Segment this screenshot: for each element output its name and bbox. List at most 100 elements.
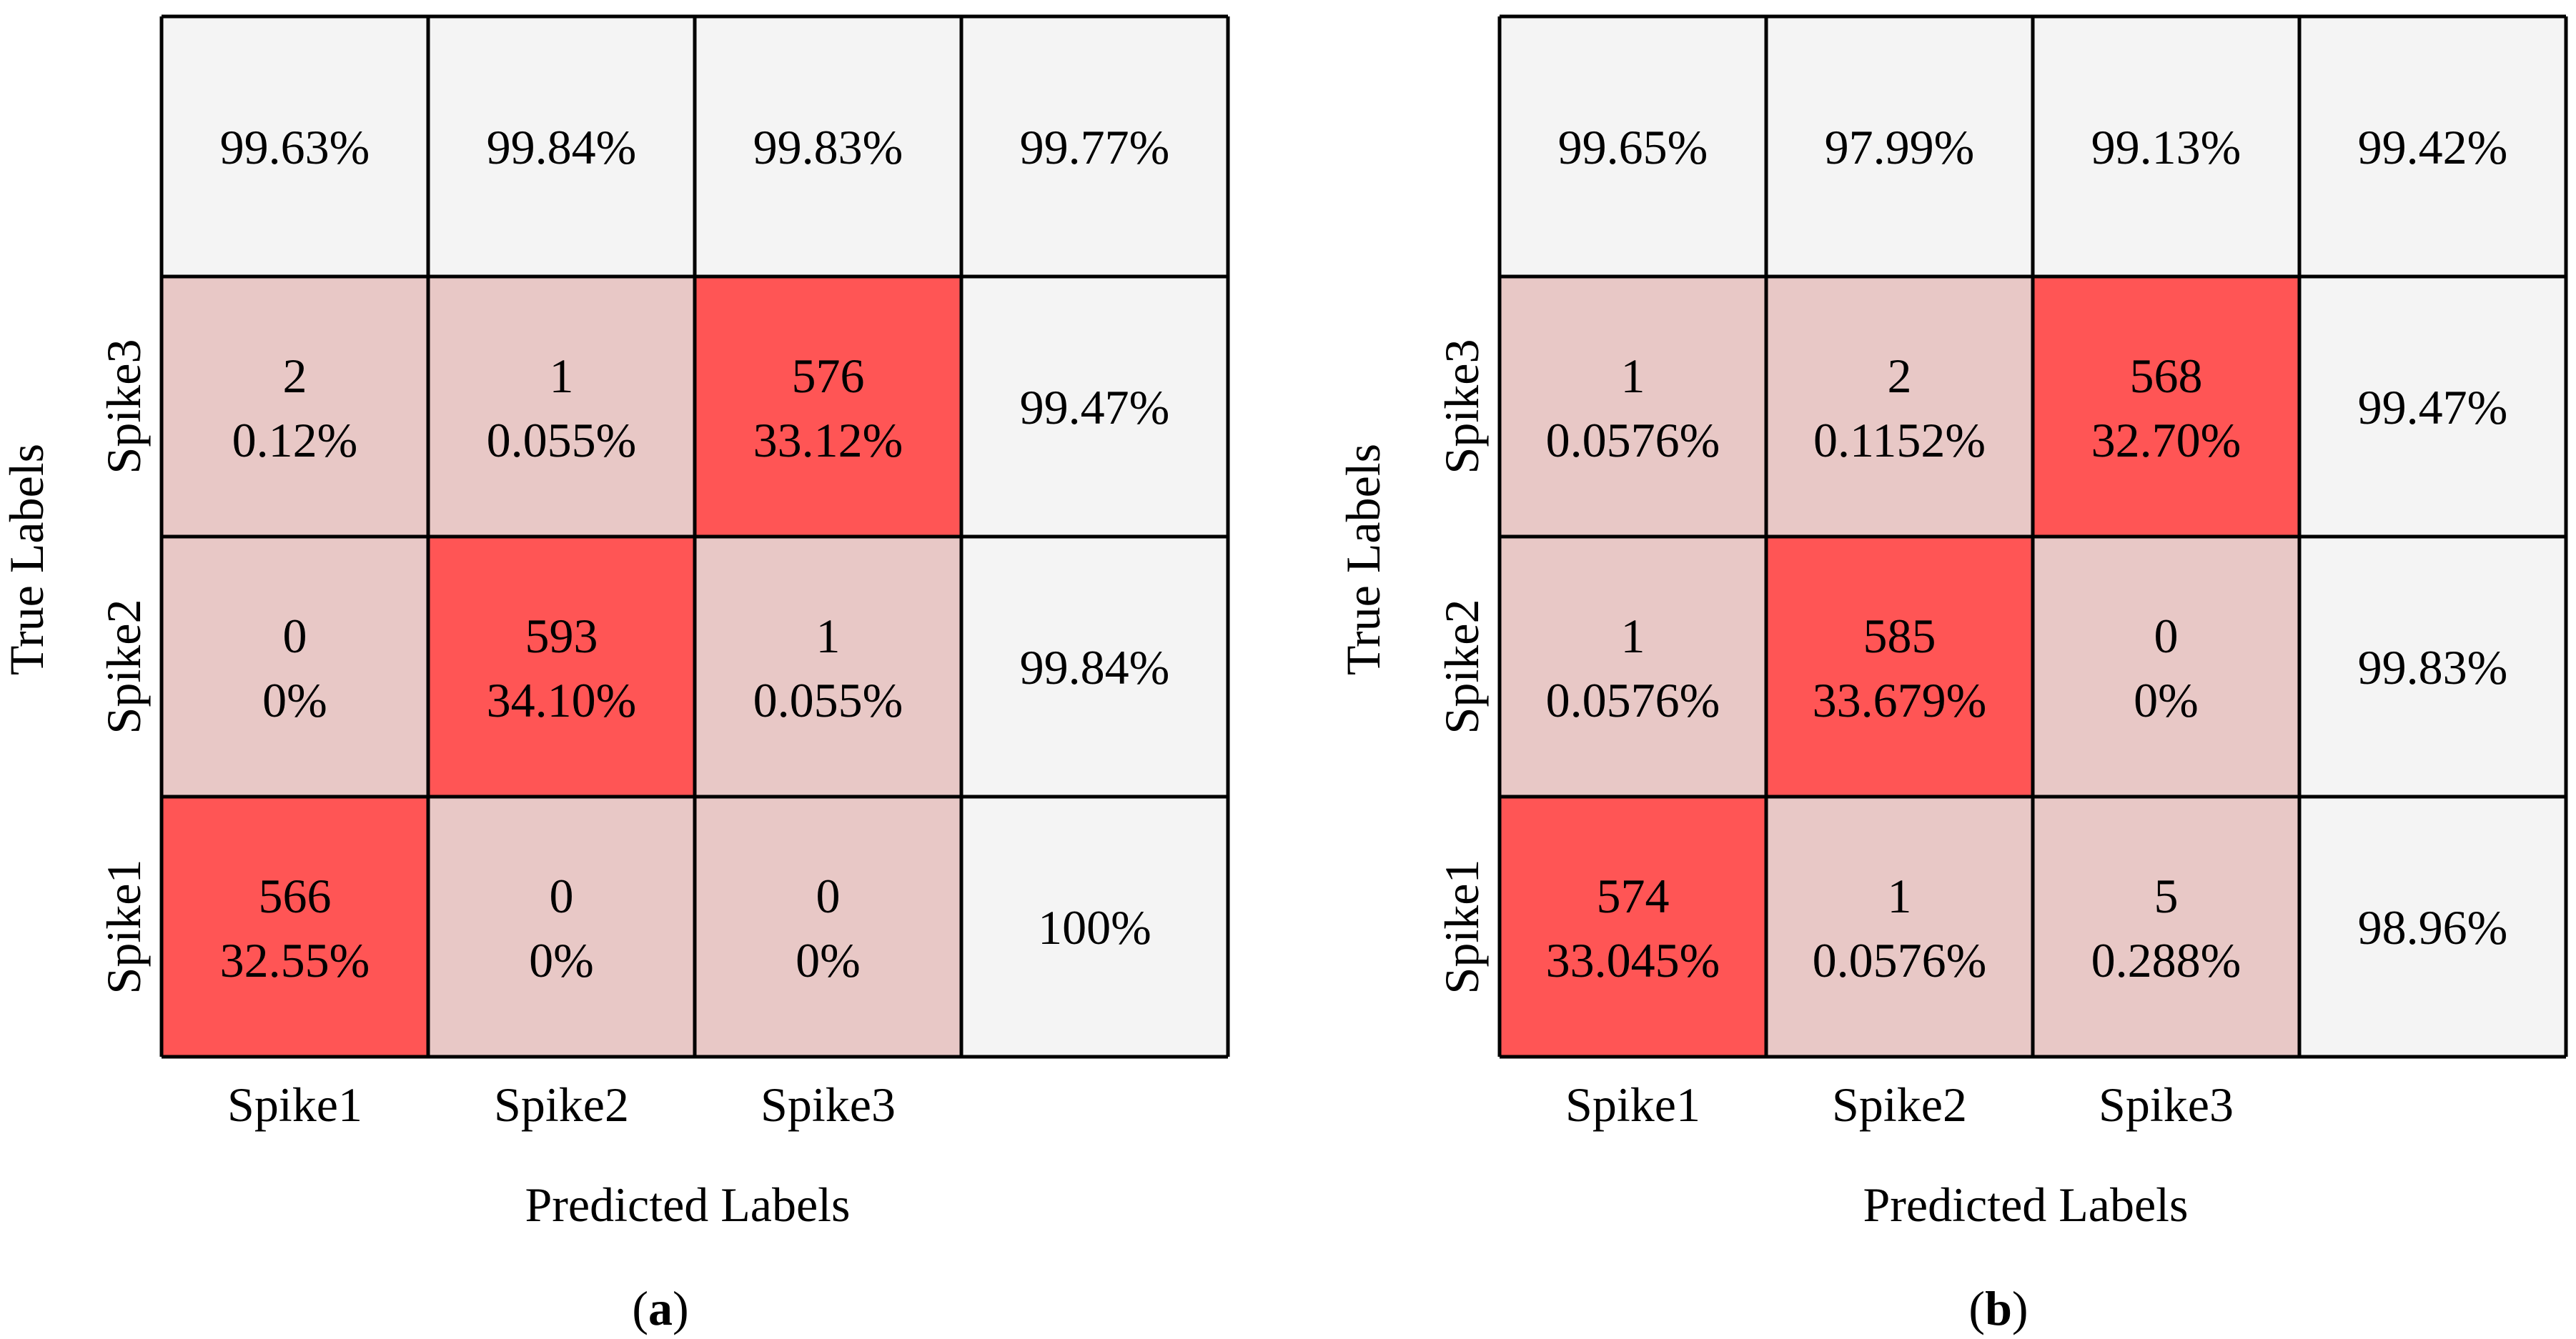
y-tick-label: Spike1	[96, 860, 151, 995]
y-axis-label: True Labels	[0, 444, 54, 675]
offdiagonal-cell	[1766, 277, 2033, 537]
column-summary-value: 99.65%	[1558, 120, 1708, 174]
cell-count: 1	[1888, 869, 1912, 923]
cell-count: 585	[1863, 609, 1936, 663]
cell-percentage: 0.0576%	[1813, 933, 1987, 987]
cell-percentage: 0.055%	[753, 673, 903, 727]
column-summary-value: 97.99%	[1825, 120, 1975, 174]
diagonal-cell	[428, 537, 695, 797]
cell-percentage: 0%	[2134, 673, 2199, 727]
cell-count: 1	[1621, 609, 1645, 663]
cell-percentage: 32.70%	[2091, 413, 2241, 467]
diagonal-cell	[2033, 277, 2299, 537]
cell-count: 576	[792, 349, 865, 403]
cell-percentage: 0.0576%	[1546, 673, 1720, 727]
panel-caption: (b)	[1968, 1281, 2028, 1335]
column-summary-value: 99.84%	[487, 120, 637, 174]
cell-percentage: 33.045%	[1546, 933, 1720, 987]
offdiagonal-cell	[1500, 537, 1766, 797]
cell-percentage: 0%	[529, 933, 594, 987]
x-tick-label: Spike1	[227, 1077, 362, 1132]
offdiagonal-cell	[162, 537, 428, 797]
cell-count: 0	[816, 869, 841, 923]
y-tick-label: Spike3	[96, 339, 151, 474]
column-summary-value: 99.63%	[220, 120, 370, 174]
offdiagonal-cell	[695, 537, 961, 797]
cell-percentage: 0.288%	[2091, 933, 2241, 987]
panel-caption-letter: a	[648, 1281, 673, 1335]
diagonal-cell	[695, 277, 961, 537]
cell-count: 568	[2130, 349, 2203, 403]
column-summary-cell	[2033, 16, 2299, 277]
diagonal-cell	[1766, 537, 2033, 797]
cell-percentage: 0%	[262, 673, 327, 727]
row-summary-cell	[961, 277, 1228, 537]
y-tick-label: Spike2	[1435, 599, 1489, 735]
cell-percentage: 0.055%	[487, 413, 637, 467]
row-summary-cell	[2299, 797, 2566, 1057]
offdiagonal-cell	[1766, 797, 2033, 1057]
cell-count: 2	[1888, 349, 1912, 403]
row-summary-value: 99.47%	[1020, 380, 1170, 434]
column-summary-value: 99.13%	[2091, 120, 2241, 174]
column-summary-cell	[2299, 16, 2566, 277]
x-tick-label: Spike3	[761, 1077, 896, 1132]
column-summary-cell	[1766, 16, 2033, 277]
cell-count: 1	[550, 349, 574, 403]
y-tick-label: Spike2	[96, 599, 151, 735]
offdiagonal-cell	[162, 277, 428, 537]
offdiagonal-cell	[428, 277, 695, 537]
y-tick-label: Spike1	[1435, 860, 1489, 995]
y-axis-label: True Labels	[1336, 444, 1390, 675]
row-summary-value: 99.47%	[2358, 380, 2508, 434]
column-summary-value: 99.42%	[2358, 120, 2508, 174]
row-summary-cell	[2299, 537, 2566, 797]
cell-count: 0	[283, 609, 307, 663]
cell-percentage: 0.0576%	[1546, 413, 1720, 467]
x-axis-label: Predicted Labels	[1863, 1178, 2188, 1232]
panel-a: 99.63% 99.84% 99.83% 99.77% 2 0.12% 1 0.055% 576…	[0, 14, 1230, 1335]
offdiagonal-cell	[1500, 277, 1766, 537]
offdiagonal-cell	[2033, 537, 2299, 797]
cell-count: 1	[816, 609, 841, 663]
cell-count: 593	[525, 609, 598, 663]
x-tick-label: Spike3	[2099, 1077, 2234, 1132]
panel-caption-letter: b	[1985, 1281, 2012, 1335]
cell-percentage: 0.12%	[232, 413, 358, 467]
offdiagonal-cell	[695, 797, 961, 1057]
column-summary-cell	[1500, 16, 1766, 277]
cell-percentage: 33.679%	[1813, 673, 1987, 727]
x-axis-label: Predicted Labels	[525, 1178, 850, 1232]
x-tick-label: Spike1	[1565, 1077, 1700, 1132]
cell-percentage: 0%	[796, 933, 861, 987]
row-summary-value: 100%	[1038, 900, 1151, 955]
y-tick-label: Spike3	[1435, 339, 1489, 474]
x-tick-label: Spike2	[1832, 1077, 1967, 1132]
cell-count: 0	[2154, 609, 2179, 663]
row-summary-value: 99.83%	[2358, 640, 2508, 695]
x-tick-label: Spike2	[494, 1077, 629, 1132]
row-summary-cell	[961, 797, 1228, 1057]
cell-percentage: 34.10%	[487, 673, 637, 727]
diagonal-cell	[162, 797, 428, 1057]
cell-count: 2	[283, 349, 307, 403]
cell-count: 566	[259, 869, 332, 923]
offdiagonal-cell	[428, 797, 695, 1057]
panel-b: 99.65% 97.99% 99.13% 99.42% 1 0.0576% 2 0.1152%…	[1336, 14, 2568, 1335]
cell-count: 1	[1621, 349, 1645, 403]
panel-caption: (a)	[632, 1281, 688, 1335]
column-summary-value: 99.77%	[1020, 120, 1170, 174]
offdiagonal-cell	[2033, 797, 2299, 1057]
cell-count: 5	[2154, 869, 2179, 923]
column-summary-cell	[695, 16, 961, 277]
cell-count: 0	[550, 869, 574, 923]
cell-percentage: 32.55%	[220, 933, 370, 987]
cell-percentage: 0.1152%	[1813, 413, 1986, 467]
row-summary-cell	[2299, 277, 2566, 537]
row-summary-value: 99.84%	[1020, 640, 1170, 695]
column-summary-cell	[428, 16, 695, 277]
row-summary-value: 98.96%	[2358, 900, 2508, 955]
cell-percentage: 33.12%	[753, 413, 903, 467]
row-summary-cell	[961, 537, 1228, 797]
